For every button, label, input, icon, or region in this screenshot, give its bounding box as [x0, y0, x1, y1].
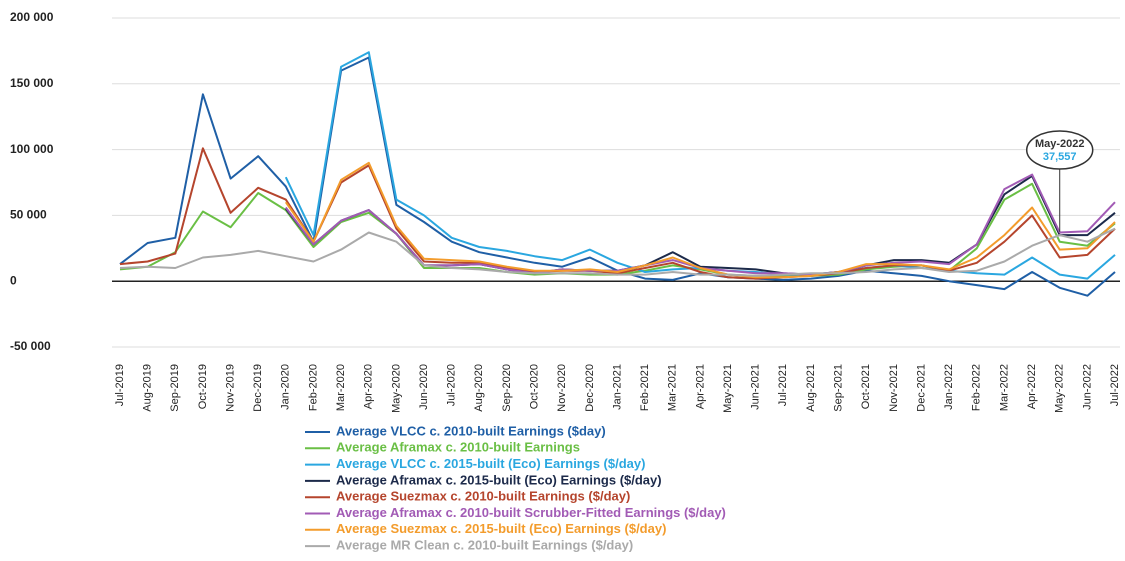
x-tick-label: Jun-2020: [418, 364, 430, 410]
x-tick-label: Nov-2020: [556, 364, 568, 412]
legend-label: Average Suezmax c. 2015-built (Eco) Earn…: [336, 521, 666, 536]
series-line: [284, 161, 1116, 279]
annotation-value: 37,557: [1043, 151, 1077, 163]
x-tick-label: May-2020: [390, 364, 402, 413]
x-tick-label: Dec-2020: [584, 364, 596, 412]
x-tick-label: Jul-2022: [1109, 364, 1121, 406]
x-tick-label: Apr-2020: [363, 364, 375, 409]
legend-label: Average VLCC c. 2015-built (Eco) Earning…: [336, 456, 645, 471]
x-tick-label: Nov-2019: [224, 364, 236, 412]
x-tick-label: Jul-2019: [114, 364, 126, 406]
y-tick-label: 100 000: [10, 142, 54, 156]
x-tick-label: Sep-2021: [833, 364, 845, 412]
y-tick-label: 0: [10, 273, 17, 287]
x-tick-label: Aug-2019: [142, 364, 154, 412]
y-tick-label: 50 000: [10, 208, 47, 222]
x-tick-label: Mar-2022: [998, 364, 1010, 411]
legend-label: Average Aframax c. 2010-built Earnings: [336, 440, 580, 455]
legend-label: Average Aframax c. 2015-built (Eco) Earn…: [336, 472, 662, 487]
series-line: [119, 227, 1116, 277]
x-tick-label: Jul-2020: [446, 364, 458, 406]
legend-label: Average VLCC c. 2010-built Earnings ($da…: [336, 423, 606, 438]
x-tick-label: Apr-2022: [1026, 364, 1038, 409]
x-tick-label: Feb-2021: [639, 364, 651, 411]
x-tick-label: Jun-2022: [1081, 364, 1093, 410]
x-tick-label: Mar-2020: [335, 364, 347, 411]
x-tick-label: Nov-2021: [888, 364, 900, 412]
x-tick-label: Feb-2022: [971, 364, 983, 411]
y-tick-label: 150 000: [10, 76, 54, 90]
x-tick-label: Jan-2022: [943, 364, 955, 410]
x-tick-label: Mar-2021: [667, 364, 679, 411]
x-tick-label: Aug-2021: [805, 364, 817, 412]
legend-label: Average Suezmax c. 2010-built Earnings (…: [336, 489, 630, 504]
x-tick-label: Dec-2019: [252, 364, 264, 412]
x-tick-label: May-2022: [1054, 364, 1066, 413]
x-tick-label: Oct-2021: [860, 364, 872, 409]
x-tick-label: Jun-2021: [750, 364, 762, 410]
annotation-category: May-2022: [1035, 138, 1085, 150]
y-tick-label: 200 000: [10, 10, 54, 24]
x-tick-label: Sep-2020: [501, 364, 513, 412]
x-tick-label: Sep-2019: [169, 364, 181, 412]
x-tick-label: Dec-2021: [915, 364, 927, 412]
x-tick-label: Aug-2020: [473, 364, 485, 412]
x-tick-label: Jan-2020: [280, 364, 292, 410]
x-tick-label: Feb-2020: [307, 364, 319, 411]
x-tick-label: Oct-2020: [528, 364, 540, 409]
x-tick-label: May-2021: [722, 364, 734, 413]
y-tick-label: -50 000: [10, 339, 51, 353]
x-tick-label: Apr-2021: [694, 364, 706, 409]
annotation-bubble: [1025, 130, 1094, 170]
x-tick-label: Oct-2019: [197, 364, 209, 409]
series-line: [119, 56, 1116, 297]
x-tick-label: Jan-2021: [611, 364, 623, 410]
legend-label: Average MR Clean c. 2010-built Earnings …: [336, 538, 633, 553]
legend-label: Average Aframax c. 2010-built Scrubber-F…: [336, 505, 726, 520]
x-tick-label: Jul-2021: [777, 364, 789, 406]
series-line: [119, 147, 1116, 280]
